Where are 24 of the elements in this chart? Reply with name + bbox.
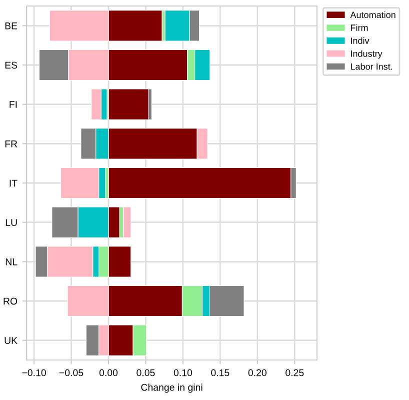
y-tick-label: FR <box>5 140 18 148</box>
bar <box>123 206 132 238</box>
x-tick-label: 0.25 <box>286 369 304 376</box>
legend-label: Industry <box>351 50 382 59</box>
y-tick-label: ES <box>5 62 18 69</box>
y-tick-label: UK <box>4 337 18 344</box>
x-tick-label: 0.20 <box>248 369 266 376</box>
x-tick-label: 0.10 <box>174 369 192 376</box>
legend-label: Indiv <box>351 37 370 44</box>
y-tick-label: NL <box>6 258 18 266</box>
x-tick-label: 0.00 <box>99 369 118 376</box>
x-tick-label: 0.15 <box>211 369 230 376</box>
y-tick-label: IT <box>10 180 18 187</box>
y-tick-label: BE <box>5 22 18 30</box>
x-axis-title: Change in gini <box>141 384 202 393</box>
y-tick-label: RO <box>4 298 18 305</box>
y-tick-label: LU <box>6 219 17 226</box>
x-tick-label: 0.05 <box>136 369 155 376</box>
legend-label: Firm <box>350 24 368 31</box>
x-tick-label: −0.10 <box>22 369 46 376</box>
legend-label: Labor Inst. <box>350 63 392 70</box>
y-tick-label: FI <box>10 101 17 108</box>
x-tick-label: −0.05 <box>59 369 84 376</box>
legend-label: Automation <box>350 11 396 18</box>
